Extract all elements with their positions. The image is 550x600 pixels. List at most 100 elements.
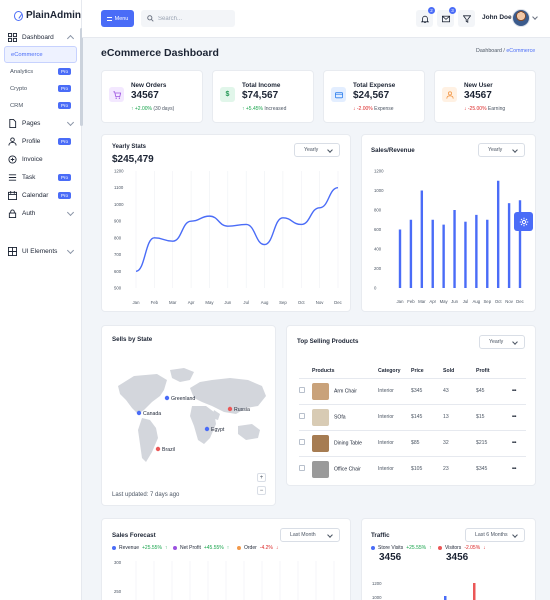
category-cell: Interior — [378, 377, 411, 404]
sales-revenue-filter[interactable]: Yearly — [478, 143, 525, 157]
x-tick-label: Aug — [473, 299, 481, 304]
filter-button[interactable] — [458, 10, 475, 27]
y-tick-label: 900 — [114, 219, 122, 224]
page-title: eCommerce Dashboard — [101, 47, 219, 59]
sidebar-item-profile[interactable]: Profile Pro — [0, 132, 81, 150]
sold-cell: 23 — [443, 455, 476, 482]
product-cell: SOfa — [312, 403, 378, 430]
search-box — [141, 10, 235, 27]
yearly-stats-filter[interactable]: Yearly — [294, 143, 340, 157]
more-icon[interactable]: ••• — [512, 466, 516, 473]
brand-logo[interactable]: PlainAdmin — [0, 0, 81, 24]
stat-card-new-orders: New Orders 34567 ↑ +2.00% (30 days) — [101, 70, 203, 123]
table-row[interactable]: Arm Chair Interior $345 43 $45 ••• — [299, 377, 526, 404]
trend-note: Expense — [374, 106, 394, 112]
x-tick-label: Apr — [429, 299, 436, 304]
legend-revenue[interactable]: Revenue +25.55% ↑ — [112, 545, 167, 551]
zoom-in-button[interactable]: + — [257, 473, 266, 482]
search-input[interactable] — [158, 15, 228, 22]
price-cell: $85 — [411, 429, 443, 456]
top-products-filter[interactable]: Yearly — [479, 335, 525, 349]
notification-button[interactable]: 2 — [416, 7, 435, 27]
select-cell — [299, 429, 312, 456]
row-checkbox[interactable] — [299, 465, 305, 472]
row-checkbox[interactable] — [299, 413, 305, 419]
messages-button[interactable]: 3 — [437, 7, 456, 27]
sidebar-item-invoice[interactable]: Invoice — [0, 150, 81, 168]
more-icon[interactable]: ••• — [512, 414, 516, 420]
more-icon[interactable]: ••• — [512, 388, 516, 394]
y-tick-label: 1200 — [114, 169, 124, 174]
bar — [420, 190, 424, 288]
more-icon[interactable]: ••• — [512, 440, 516, 446]
sidebar-scrollbar[interactable] — [80, 28, 83, 126]
sidebar-item-auth[interactable]: Auth — [0, 204, 81, 222]
task-icon — [8, 173, 17, 181]
table-row[interactable]: Dining Table Interior $85 32 $215 ••• — [299, 429, 526, 456]
pro-badge: Pro — [57, 138, 71, 145]
trend-change: ↓ -25.00% — [464, 106, 487, 112]
row-actions-cell: ••• — [512, 403, 526, 430]
chevron-down-icon — [512, 339, 518, 345]
sidebar-item-crm[interactable]: CRM Pro — [0, 97, 81, 114]
menu-button[interactable]: Menu — [101, 10, 134, 27]
top-products-title: Top Selling Products — [297, 338, 359, 345]
select-cell — [299, 403, 312, 430]
stat-value: $74,567 — [242, 90, 279, 101]
breadcrumb-link-dashboard[interactable]: Dashboard — [476, 48, 502, 54]
breadcrumb-separator: / — [503, 48, 507, 54]
sidebar-item-calendar[interactable]: Calendar Pro — [0, 186, 81, 204]
sidebar-item-analytics[interactable]: Analytics Pro — [0, 63, 81, 80]
breadcrumb-current: eCommerce — [506, 48, 536, 54]
row-checkbox[interactable] — [299, 387, 305, 393]
legend-name: Net Profit — [180, 545, 201, 551]
legend-dot — [371, 546, 375, 550]
table-row[interactable]: Office Chair Interior $105 23 $345 ••• — [299, 455, 526, 482]
sidebar-item-label: Task — [22, 173, 36, 181]
legend-change: +25.55% — [142, 545, 162, 551]
x-tick-label: Sep — [483, 299, 491, 304]
profit-cell: $15 — [476, 403, 512, 430]
sidebar-item-crypto[interactable]: Crypto Pro — [0, 80, 81, 97]
sidebar-item-dashboard[interactable]: Dashboard — [0, 28, 81, 46]
sidebar-item-task[interactable]: Task Pro — [0, 168, 81, 186]
y-tick-label: 1000 — [114, 202, 124, 207]
sales-forecast-card: Sales Forecast Last Month Revenue +25.55… — [101, 518, 351, 600]
table-header-row: Products Category Price Sold Profit — [299, 364, 526, 378]
sidebar-item-ui-elements[interactable]: UI Elements — [0, 242, 81, 260]
chevron-down-icon — [66, 118, 75, 127]
stat-card-total-expense: Total Expense $24,567 ↓ -2.00% Expense — [323, 70, 425, 123]
settings-button[interactable] — [514, 212, 533, 231]
legend-net-profit[interactable]: Net Profit +45.55% ↑ — [173, 545, 229, 551]
product-thumbnail — [312, 460, 329, 478]
table-row[interactable]: SOfa Interior $145 13 $15 ••• — [299, 403, 526, 430]
avatar[interactable] — [512, 9, 530, 27]
legend-visitors[interactable]: Visitors -2.05% ↓ — [438, 545, 486, 551]
price-cell: $145 — [411, 403, 443, 430]
x-tick-label: Mar — [169, 300, 177, 305]
zoom-out-button[interactable]: − — [257, 486, 266, 495]
bar — [442, 224, 445, 288]
sales-forecast-title: Sales Forecast — [112, 532, 156, 539]
legend-store-visits[interactable]: Store Visits +25.55% ↑ — [371, 545, 432, 551]
user-icon — [442, 87, 457, 102]
cart-icon — [109, 87, 124, 102]
legend-dot — [438, 546, 442, 550]
sidebar-item-ecommerce[interactable]: eCommerce — [4, 46, 77, 63]
traffic-title: Traffic — [371, 532, 390, 539]
yearly-stats-card: Yearly Stats $245,479 Yearly 500 600 700 80… — [101, 134, 351, 312]
y-tick-label: 1000 — [374, 188, 384, 193]
actions-column — [512, 364, 526, 378]
legend-dot — [112, 546, 116, 550]
legend-arrow: ↓ — [275, 545, 279, 551]
sales-forecast-filter[interactable]: Last Month — [280, 528, 340, 542]
sidebar-item-label: CRM — [10, 102, 24, 109]
user-name[interactable]: John Doe — [482, 14, 512, 21]
sidebar-item-pages[interactable]: Pages — [0, 114, 81, 132]
y-tick-label: 300 — [114, 560, 122, 565]
traffic-filter[interactable]: Last 6 Months — [465, 528, 525, 542]
chevron-down-icon[interactable] — [532, 14, 538, 20]
legend-name: Visitors — [445, 545, 462, 551]
row-checkbox[interactable] — [299, 439, 305, 445]
legend-order[interactable]: Order -4.2% ↓ — [237, 545, 278, 551]
